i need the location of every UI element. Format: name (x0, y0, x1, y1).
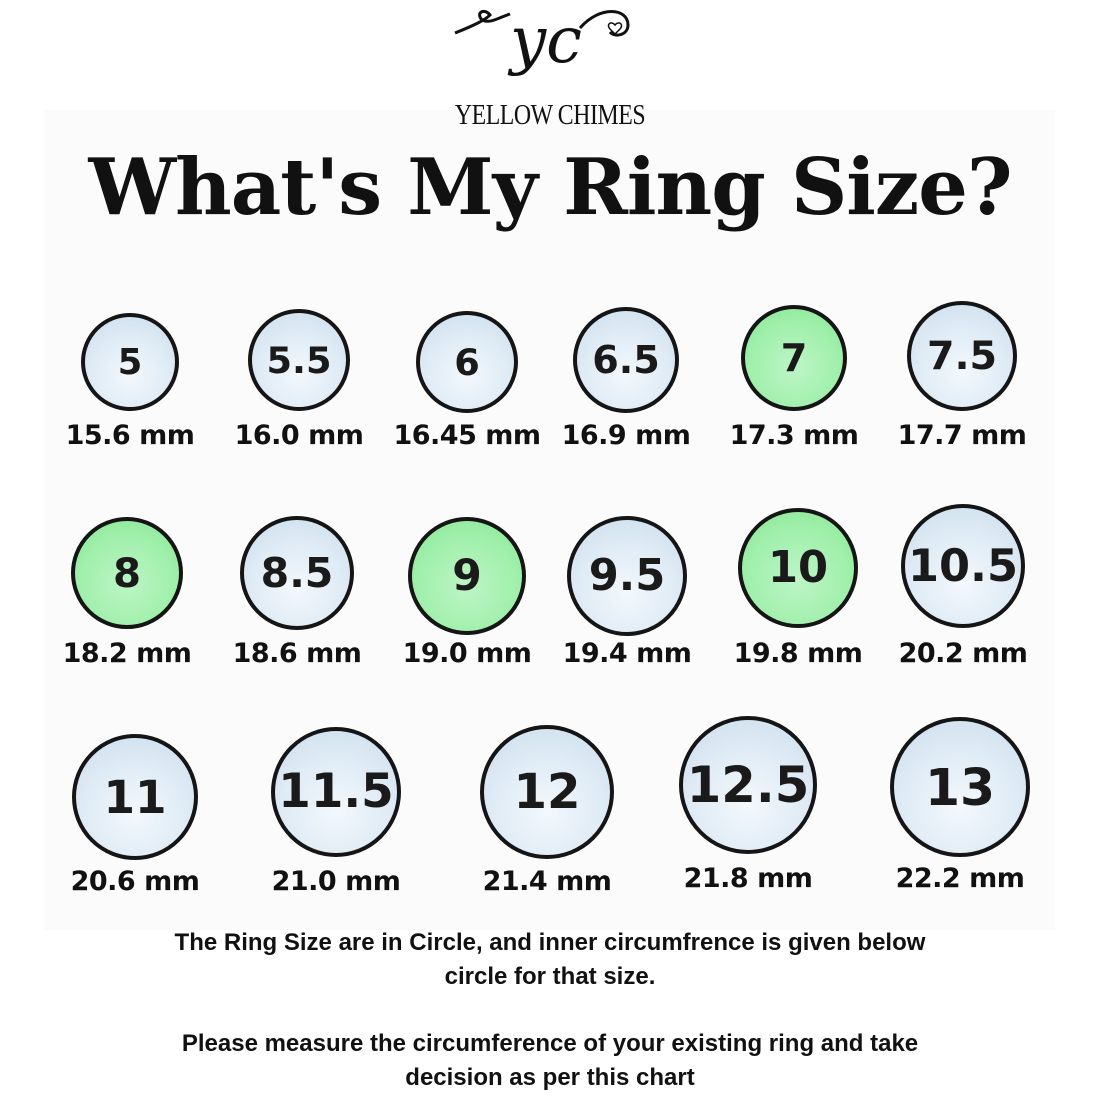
ring-size-label: 7.5 (926, 333, 998, 379)
ring-circle: 6 (416, 311, 518, 413)
ring-circle: 12 (480, 725, 614, 859)
ring-circumference-label: 17.7 mm (897, 420, 1027, 451)
ring-size-label: 10 (767, 543, 829, 593)
ring-circle: 7 (741, 305, 847, 411)
ring-circumference-label: 21.4 mm (482, 866, 612, 897)
ring-circle: 13 (890, 717, 1030, 857)
svg-text:yc: yc (507, 4, 582, 78)
note-line-4: decision as per this chart (405, 1064, 695, 1091)
ring-size-label: 5 (117, 341, 143, 383)
ring-circle: 6.5 (573, 307, 679, 413)
note-line-3: Please measure the circumference of your… (181, 1030, 919, 1057)
note-line-1: The Ring Size are in Circle, and inner c… (174, 929, 926, 956)
note-line-2: circle for that size. (444, 963, 656, 990)
ring-circle: 7.5 (907, 301, 1017, 411)
ring-circle: 9 (408, 517, 526, 635)
ring-size-label: 9.5 (588, 551, 666, 601)
ring-size-label: 5.5 (266, 338, 332, 382)
yellow-chimes-logo: yc (454, 4, 630, 78)
ring-circle: 12.5 (679, 716, 817, 854)
ring-circle: 5 (81, 313, 179, 411)
ring-size-label: 11.5 (278, 765, 394, 819)
ring-circumference-label: 22.2 mm (895, 863, 1025, 894)
ring-size-label: 12.5 (686, 756, 810, 814)
ring-size-label: 12 (513, 764, 581, 820)
ring-circumference-label: 18.2 mm (62, 638, 192, 669)
ring-size-label: 13 (924, 757, 996, 817)
ring-circumference-label: 16.9 mm (561, 420, 691, 451)
ring-circumference-label: 20.2 mm (898, 638, 1028, 669)
ring-circumference-label: 18.6 mm (232, 638, 362, 669)
ring-size-label: 6.5 (592, 338, 660, 382)
ring-size-label: 7 (780, 336, 808, 380)
ring-size-label: 9 (452, 551, 482, 601)
ring-circle: 8 (71, 517, 183, 629)
ring-circle: 11 (72, 734, 198, 860)
ring-circle: 8.5 (240, 516, 354, 630)
ring-size-label: 8.5 (260, 549, 334, 597)
ring-circle: 9.5 (567, 516, 687, 636)
ring-circumference-label: 19.4 mm (562, 638, 692, 669)
ring-circumference-label: 16.0 mm (234, 420, 364, 451)
ring-circumference-label: 21.0 mm (271, 866, 401, 897)
ring-circle: 5.5 (248, 309, 350, 411)
ring-circumference-label: 21.8 mm (683, 863, 813, 894)
ring-circle: 10 (738, 508, 858, 628)
ring-size-label: 10.5 (907, 540, 1019, 592)
ring-size-label: 6 (454, 340, 480, 384)
ring-circle: 10.5 (901, 504, 1025, 628)
page-title: What's My Ring Size? (88, 142, 1012, 233)
ring-circumference-label: 19.8 mm (733, 638, 863, 669)
ring-size-label: 8 (112, 549, 142, 597)
ring-circumference-label: 20.6 mm (70, 866, 200, 897)
ring-circumference-label: 19.0 mm (402, 638, 532, 669)
ring-size-label: 11 (103, 770, 167, 824)
brand-name: YELLOW CHIMES (454, 100, 646, 131)
ring-circumference-label: 17.3 mm (729, 420, 859, 451)
ring-circle: 11.5 (271, 727, 401, 857)
ring-circumference-label: 15.6 mm (65, 420, 195, 451)
ring-circumference-label: 16.45 mm (393, 420, 541, 451)
